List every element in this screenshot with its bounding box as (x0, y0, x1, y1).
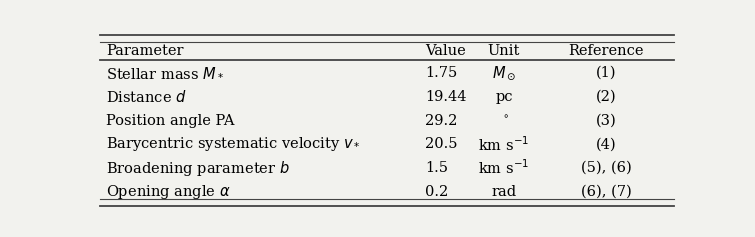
Text: Value: Value (425, 44, 466, 58)
Text: 19.44: 19.44 (425, 90, 467, 104)
Text: Distance $d$: Distance $d$ (106, 89, 186, 105)
Text: Opening angle $\alpha$: Opening angle $\alpha$ (106, 183, 230, 201)
Text: rad: rad (492, 185, 516, 199)
Text: (2): (2) (596, 90, 617, 104)
Text: pc: pc (495, 90, 513, 104)
Text: 0.2: 0.2 (425, 185, 448, 199)
Text: (3): (3) (596, 114, 617, 128)
Text: Broadening parameter $b$: Broadening parameter $b$ (106, 159, 290, 178)
Text: $^\circ$: $^\circ$ (500, 114, 508, 128)
Text: (6), (7): (6), (7) (581, 185, 632, 199)
Text: 1.75: 1.75 (425, 66, 458, 80)
Text: Stellar mass $M_*$: Stellar mass $M_*$ (106, 66, 224, 80)
Text: Barycentric systematic velocity $v_*$: Barycentric systematic velocity $v_*$ (106, 135, 361, 153)
Text: km s$^{-1}$: km s$^{-1}$ (479, 135, 529, 154)
Text: $M_\odot$: $M_\odot$ (492, 64, 516, 82)
Text: (5), (6): (5), (6) (581, 161, 632, 175)
Text: (1): (1) (596, 66, 617, 80)
Text: Reference: Reference (569, 44, 644, 58)
Text: Unit: Unit (488, 44, 520, 58)
Text: Position angle PA: Position angle PA (106, 114, 235, 128)
Text: 29.2: 29.2 (425, 114, 458, 128)
Text: km s$^{-1}$: km s$^{-1}$ (479, 159, 529, 178)
Text: 1.5: 1.5 (425, 161, 448, 175)
Text: (4): (4) (596, 137, 617, 151)
Text: Parameter: Parameter (106, 44, 183, 58)
Text: 20.5: 20.5 (425, 137, 458, 151)
